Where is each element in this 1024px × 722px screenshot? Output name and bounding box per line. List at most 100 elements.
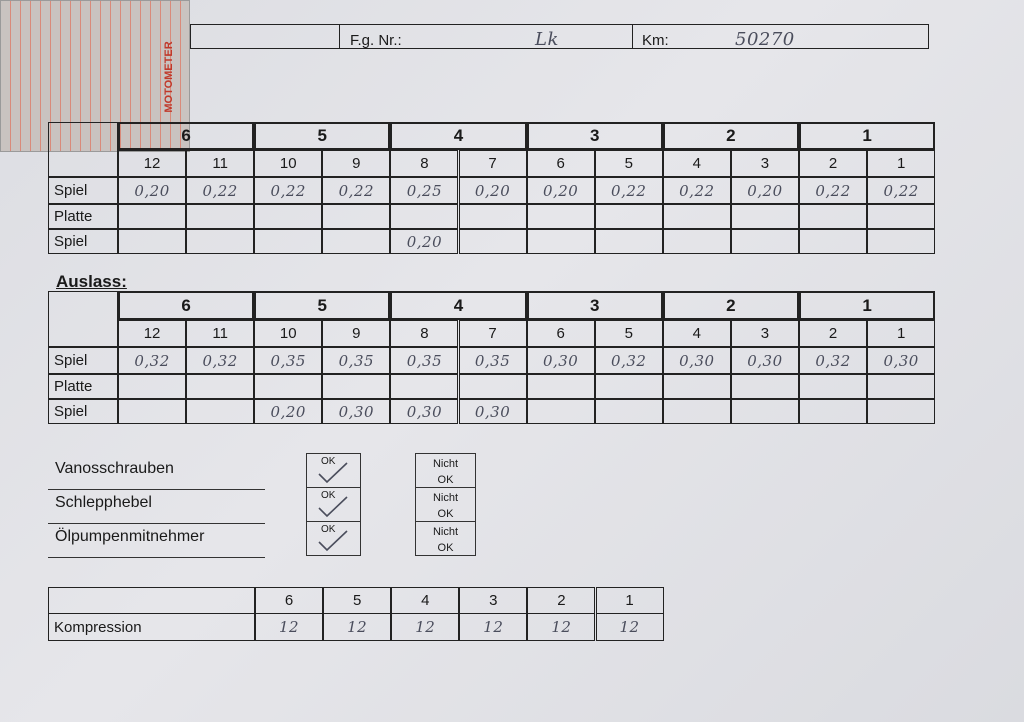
valve-header: 9 [322, 320, 391, 347]
ok-text: OK [321, 524, 336, 535]
value-cell [867, 229, 936, 254]
check-label: Schlepphebel [55, 494, 152, 511]
value-cell: 12 [595, 613, 664, 641]
value-cell [526, 204, 595, 229]
ok-text: OK [321, 456, 336, 467]
value-cell: 0,35 [390, 347, 459, 374]
handwritten-value: 0,20 [406, 232, 443, 251]
valve-header: 9 [322, 150, 391, 177]
value-cell [799, 204, 868, 229]
cylinder-header: 2 [527, 587, 596, 614]
value-cell: 0,32 [594, 347, 663, 374]
value-cell: 12 [459, 613, 528, 641]
value-cell [186, 204, 255, 229]
handwritten-value: 0,32 [611, 351, 647, 370]
value-cell: 0,30 [867, 347, 936, 374]
cylinder-header: 2 [662, 291, 799, 320]
value-cell [118, 204, 187, 229]
cylinder-header: 4 [390, 291, 527, 320]
handwritten-value: 0,22 [883, 181, 919, 200]
value-cell [594, 229, 663, 254]
ok-text: OK [321, 490, 336, 501]
handwritten-value: 0,30 [747, 351, 783, 370]
check-label: Vanosschrauben [55, 460, 174, 477]
valve-header: 10 [254, 150, 323, 177]
row-label: Kompression [48, 613, 255, 641]
valve-header: 8 [390, 150, 459, 177]
value-cell [662, 374, 731, 399]
value-cell [662, 399, 731, 424]
valve-header: 1 [867, 150, 936, 177]
row-label: Spiel [48, 347, 118, 374]
value-cell: 12 [527, 613, 596, 641]
km-value: 50270 [735, 29, 795, 50]
cylinder-header: 1 [799, 291, 936, 320]
handwritten-value: 12 [483, 618, 504, 636]
check-underline [48, 557, 265, 558]
cylinder-header: 5 [254, 291, 391, 320]
valve-header: 7 [458, 320, 527, 347]
value-cell: 12 [391, 613, 460, 641]
handwritten-value: 0,30 [474, 402, 511, 421]
valve-header: 12 [118, 150, 187, 177]
value-cell [254, 229, 323, 254]
value-cell [799, 399, 868, 424]
value-cell [594, 399, 663, 424]
valve-header: 4 [662, 150, 731, 177]
section-title: Auslass: [56, 272, 127, 291]
value-cell: 0,35 [322, 347, 391, 374]
value-cell: 0,20 [458, 177, 527, 204]
value-cell [799, 229, 868, 254]
value-cell [254, 204, 323, 229]
handwritten-value: 0,22 [679, 181, 715, 200]
value-cell [662, 229, 731, 254]
value-cell: 0,20 [730, 177, 799, 204]
handwritten-value: 0,30 [338, 402, 375, 421]
value-cell: 0,35 [458, 347, 527, 374]
handwritten-value: 0,22 [338, 181, 375, 200]
handwritten-value: 0,32 [815, 351, 851, 370]
valve-header: 1 [867, 320, 936, 347]
value-cell: 0,22 [799, 177, 868, 204]
value-cell [458, 229, 527, 254]
value-cell: 0,35 [254, 347, 323, 374]
value-cell [730, 204, 799, 229]
fg-label: F.g. Nr.: [350, 32, 402, 49]
corner-cell [48, 122, 118, 177]
value-cell: 0,30 [730, 347, 799, 374]
valve-header: 2 [799, 150, 868, 177]
value-cell: 0,30 [458, 399, 527, 424]
corner-cell [48, 587, 255, 614]
check-label: Ölpumpenmitnehmer [55, 528, 205, 545]
handwritten-value: 12 [415, 618, 436, 636]
value-cell [254, 374, 323, 399]
valve-header: 6 [526, 320, 595, 347]
handwritten-value: 12 [279, 618, 300, 636]
value-cell: 0,25 [390, 177, 459, 204]
valve-header: 12 [118, 320, 187, 347]
handwritten-value: 0,30 [679, 351, 715, 370]
value-cell: 0,22 [322, 177, 391, 204]
valve-header: 7 [458, 150, 527, 177]
handwritten-value: 0,35 [338, 351, 375, 370]
valve-header: 6 [526, 150, 595, 177]
valve-header: 11 [186, 320, 255, 347]
value-cell [867, 374, 936, 399]
valve-header: 3 [730, 320, 799, 347]
cylinder-header: 1 [799, 122, 936, 150]
valve-header: 5 [594, 320, 663, 347]
not-ok-box: Nicht OK [415, 487, 476, 522]
handwritten-value: 0,20 [747, 181, 783, 200]
handwritten-value: 0,35 [406, 351, 443, 370]
cylinder-header: 4 [390, 122, 527, 150]
handwritten-value: 0,22 [270, 181, 306, 200]
value-cell [730, 399, 799, 424]
value-cell [458, 374, 527, 399]
value-cell [186, 399, 255, 424]
value-cell [322, 229, 391, 254]
handwritten-value: 0,20 [542, 181, 579, 200]
row-label: Spiel [48, 177, 118, 204]
cylinder-header: 5 [254, 122, 391, 150]
check-mark [318, 496, 348, 518]
check-underline [48, 489, 265, 490]
